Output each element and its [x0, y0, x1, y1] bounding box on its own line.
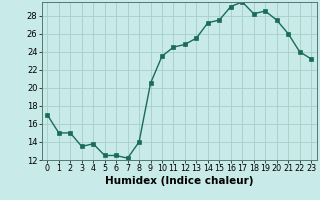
X-axis label: Humidex (Indice chaleur): Humidex (Indice chaleur)	[105, 176, 253, 186]
